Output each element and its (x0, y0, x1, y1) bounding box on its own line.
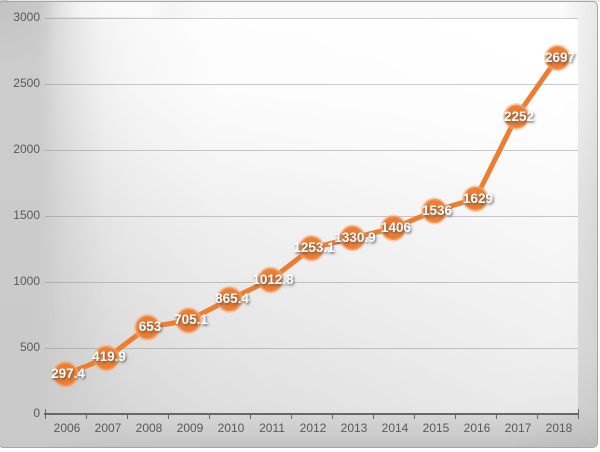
svg-text:2012: 2012 (300, 421, 327, 435)
svg-text:297.4: 297.4 (51, 366, 85, 381)
svg-text:2008: 2008 (136, 421, 163, 435)
svg-text:2252: 2252 (504, 109, 534, 124)
svg-text:2016: 2016 (464, 421, 491, 435)
svg-text:2500: 2500 (13, 76, 40, 90)
svg-text:1629: 1629 (463, 191, 493, 206)
svg-text:2007: 2007 (95, 421, 122, 435)
svg-text:2017: 2017 (505, 421, 532, 435)
svg-text:2014: 2014 (382, 421, 409, 435)
svg-text:1253.1: 1253.1 (293, 240, 335, 255)
svg-text:1000: 1000 (13, 274, 40, 288)
svg-text:865.4: 865.4 (215, 291, 249, 306)
svg-text:705.1: 705.1 (174, 312, 208, 327)
svg-text:1500: 1500 (13, 208, 40, 222)
svg-text:2018: 2018 (546, 421, 573, 435)
svg-text:1406: 1406 (381, 220, 412, 235)
svg-text:419.9: 419.9 (92, 349, 126, 364)
svg-text:2015: 2015 (423, 421, 450, 435)
svg-text:2011: 2011 (259, 421, 285, 435)
svg-text:2010: 2010 (218, 421, 245, 435)
svg-text:500: 500 (20, 340, 40, 354)
svg-text:2697: 2697 (545, 50, 575, 65)
svg-text:3000: 3000 (13, 10, 40, 24)
svg-text:653: 653 (139, 319, 162, 334)
svg-text:1330.9: 1330.9 (334, 230, 375, 245)
svg-text:1012.8: 1012.8 (252, 272, 294, 287)
svg-text:2006: 2006 (54, 421, 81, 435)
svg-text:2000: 2000 (13, 142, 40, 156)
svg-text:0: 0 (33, 406, 40, 420)
svg-text:2013: 2013 (341, 421, 368, 435)
svg-text:2009: 2009 (177, 421, 204, 435)
svg-text:1536: 1536 (422, 203, 453, 218)
